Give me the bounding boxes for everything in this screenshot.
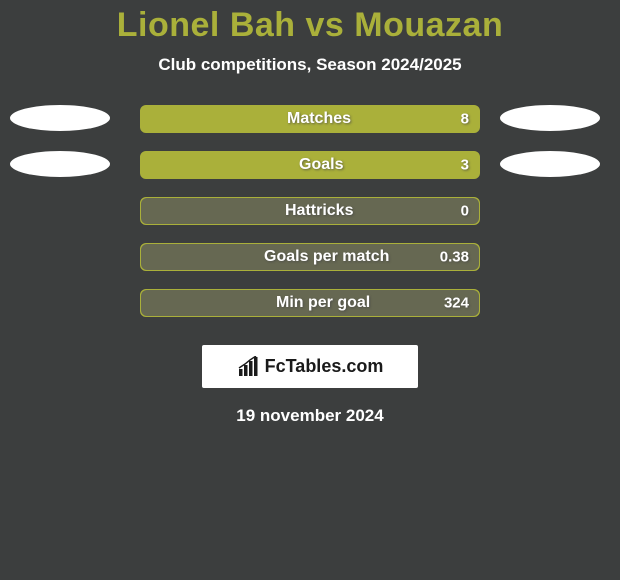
stat-label: Matches bbox=[287, 110, 351, 128]
stat-row: Goals 3 bbox=[0, 149, 620, 195]
stat-row: Matches 8 bbox=[0, 103, 620, 149]
player-avatar-left bbox=[10, 151, 110, 177]
stat-value: 0 bbox=[461, 203, 469, 220]
page-title: Lionel Bah vs Mouazan bbox=[0, 6, 620, 45]
logo-box[interactable]: FcTables.com bbox=[202, 345, 418, 388]
stat-label: Goals bbox=[299, 156, 343, 174]
stat-bar-track: Hattricks 0 bbox=[140, 197, 480, 225]
player-avatar-right bbox=[500, 105, 600, 131]
stat-value: 324 bbox=[444, 295, 469, 312]
stat-bar-track: Matches 8 bbox=[140, 105, 480, 133]
date: 19 november 2024 bbox=[0, 406, 620, 426]
chart-icon bbox=[237, 356, 261, 378]
stat-row: Goals per match 0.38 bbox=[0, 241, 620, 287]
stat-label: Hattricks bbox=[285, 202, 353, 220]
stat-row: Min per goal 324 bbox=[0, 287, 620, 333]
subtitle: Club competitions, Season 2024/2025 bbox=[0, 55, 620, 75]
stat-bar-track: Goals 3 bbox=[140, 151, 480, 179]
logo-text: FcTables.com bbox=[265, 356, 384, 377]
content-container: Lionel Bah vs Mouazan Club competitions,… bbox=[0, 0, 620, 580]
stat-value: 8 bbox=[461, 111, 469, 128]
player-avatar-right bbox=[500, 151, 600, 177]
stat-value: 0.38 bbox=[440, 249, 469, 266]
player-avatar-left bbox=[10, 105, 110, 131]
stat-label: Min per goal bbox=[276, 294, 370, 312]
stat-rows: Matches 8 Goals 3 Hattricks 0 Goals per match 0… bbox=[0, 103, 620, 333]
stat-bar-track: Goals per match 0.38 bbox=[140, 243, 480, 271]
stat-bar-track: Min per goal 324 bbox=[140, 289, 480, 317]
stat-label: Goals per match bbox=[264, 248, 389, 266]
stat-value: 3 bbox=[461, 157, 469, 174]
stat-row: Hattricks 0 bbox=[0, 195, 620, 241]
